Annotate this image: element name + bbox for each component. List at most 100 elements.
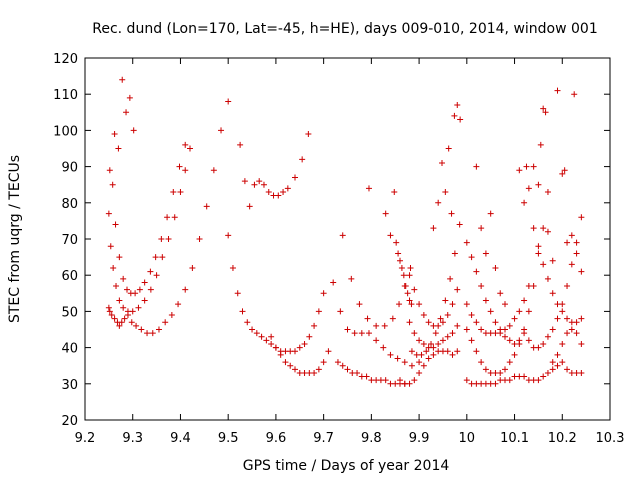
data-point <box>363 373 370 380</box>
data-point <box>487 210 494 217</box>
x-tick-label: 10.1 <box>500 431 529 446</box>
data-point <box>571 91 578 98</box>
data-point <box>449 330 456 337</box>
data-point <box>106 308 113 315</box>
y-tick-label: 20 <box>61 414 78 429</box>
data-point <box>454 348 461 355</box>
data-point <box>389 315 396 322</box>
data-point <box>400 272 407 279</box>
data-point <box>435 322 442 329</box>
data-point <box>135 304 142 311</box>
data-point <box>544 188 551 195</box>
data-point <box>121 315 128 322</box>
data-point <box>416 359 423 366</box>
x-tick-label: 10 <box>459 431 476 446</box>
data-point <box>225 232 232 239</box>
data-point <box>456 221 463 228</box>
data-point <box>578 369 585 376</box>
data-point <box>225 98 232 105</box>
data-point <box>568 326 575 333</box>
data-point <box>393 239 400 246</box>
data-point <box>473 268 480 275</box>
data-point <box>249 326 256 333</box>
x-tick-label: 9.7 <box>313 431 334 446</box>
data-point <box>325 348 332 355</box>
data-point <box>118 319 125 326</box>
data-point <box>394 355 401 362</box>
data-point <box>171 214 178 221</box>
data-point <box>511 351 518 358</box>
plot-frame <box>84 57 611 421</box>
data-point <box>445 145 452 152</box>
y-tick-label: 90 <box>61 161 78 176</box>
data-point <box>564 283 571 290</box>
data-point <box>234 290 241 297</box>
data-point <box>287 362 294 369</box>
data-point <box>124 286 130 293</box>
data-point <box>126 94 133 101</box>
data-point <box>339 362 346 369</box>
data-point <box>435 199 442 206</box>
y-tick-label: 100 <box>53 124 78 139</box>
data-point <box>330 279 337 286</box>
data-point <box>463 326 470 333</box>
data-point <box>109 181 116 188</box>
data-point <box>406 380 413 387</box>
data-point <box>444 312 451 319</box>
data-point <box>256 178 263 185</box>
data-point <box>119 76 126 83</box>
data-point <box>482 297 489 304</box>
data-point <box>478 283 485 290</box>
data-point <box>506 322 513 329</box>
data-point <box>473 348 480 355</box>
data-point <box>432 330 439 337</box>
data-point <box>549 257 556 264</box>
data-point <box>258 333 265 340</box>
data-point <box>530 163 537 170</box>
data-point <box>559 340 566 347</box>
y-tick-label: 60 <box>61 269 78 284</box>
y-tick-label: 70 <box>61 233 78 248</box>
data-point <box>387 351 394 358</box>
data-point <box>239 308 246 315</box>
data-point <box>364 315 371 322</box>
data-point <box>111 315 118 322</box>
data-point <box>468 337 475 344</box>
data-point <box>116 297 123 304</box>
data-point <box>301 340 308 347</box>
data-point <box>444 333 451 340</box>
data-point <box>133 322 140 329</box>
data-point <box>365 330 372 337</box>
data-point <box>210 167 217 174</box>
data-point <box>149 330 156 337</box>
data-point <box>451 112 458 119</box>
data-point <box>478 359 485 366</box>
data-point <box>246 203 253 210</box>
data-point <box>544 228 551 235</box>
data-point <box>502 366 508 373</box>
data-point <box>130 127 137 134</box>
data-point <box>348 275 355 282</box>
data-point <box>406 319 413 326</box>
data-point <box>253 330 260 337</box>
data-point <box>380 344 387 351</box>
x-axis-label: GPS time / Days of year 2014 <box>243 458 450 474</box>
data-point <box>406 297 413 304</box>
data-point <box>439 319 446 326</box>
data-point <box>136 286 143 293</box>
data-point <box>540 225 547 232</box>
data-point <box>457 116 464 123</box>
data-point <box>373 322 380 329</box>
data-point <box>203 203 210 210</box>
data-point <box>196 236 203 242</box>
data-point <box>502 301 508 308</box>
data-point <box>423 348 430 355</box>
data-point <box>535 250 542 257</box>
data-point <box>549 326 556 333</box>
x-tick-label: 9.3 <box>122 431 143 446</box>
data-point <box>521 297 528 304</box>
data-point <box>177 188 184 195</box>
data-point <box>430 344 437 351</box>
data-point <box>263 337 270 344</box>
axis-ticks: 9.2 9.3 9.4 9.5 9.6 9.7 9.8 9.9 10 10.1 10.2 10.3 20… <box>53 52 624 446</box>
